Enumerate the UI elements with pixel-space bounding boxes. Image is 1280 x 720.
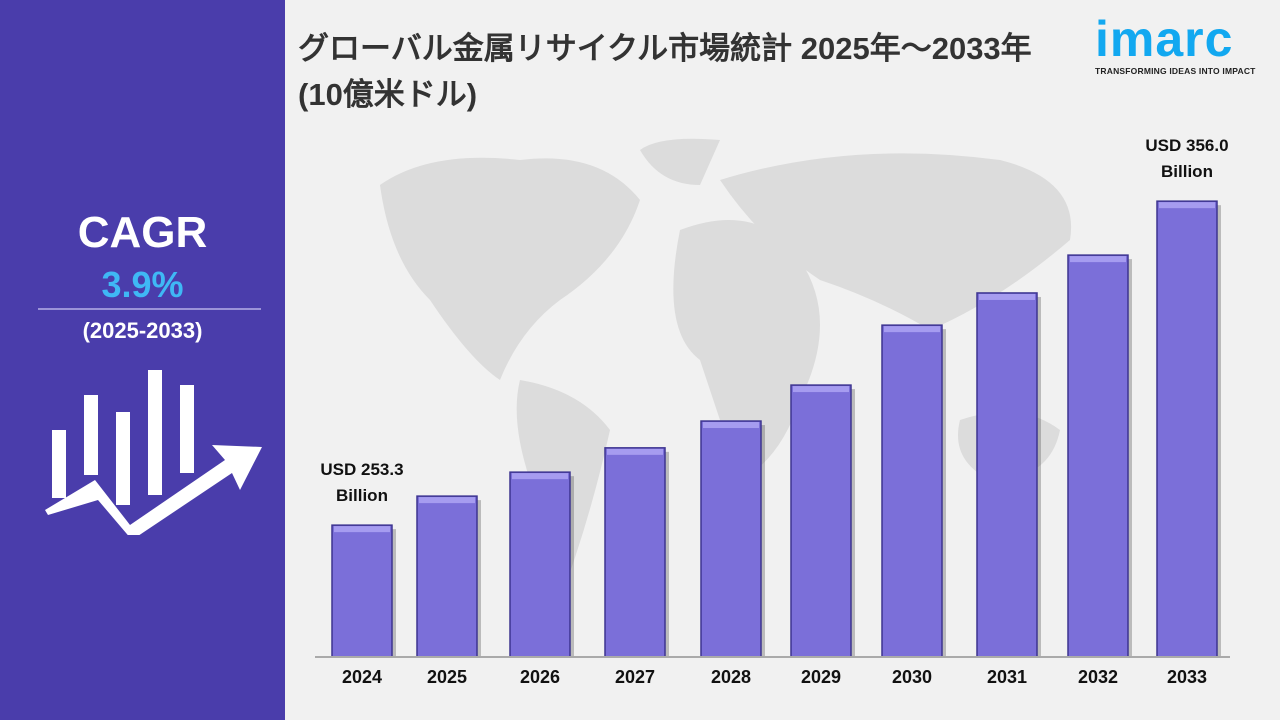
x-tick-label: 2031 (987, 667, 1027, 687)
cagr-panel: CAGR 3.9% (2025-2033) (0, 0, 285, 720)
bar-2027 (604, 447, 666, 658)
bar-highlight (1070, 256, 1126, 263)
bar-highlight (419, 497, 475, 504)
bar-highlight (703, 422, 759, 429)
x-tick-label: 2027 (615, 667, 655, 687)
bar-highlight (793, 386, 849, 393)
growth-chart-icon (45, 370, 262, 535)
bar-2031 (976, 292, 1038, 658)
x-tick-label: 2028 (711, 667, 751, 687)
bar-highlight (334, 526, 390, 533)
chart-title: グローバル金属リサイクル市場統計 2025年～2033年 (10億米ドル) (298, 31, 1032, 112)
data-label-value: USD 253.3 (320, 460, 403, 479)
cagr-value: 3.9% (101, 264, 184, 305)
x-tick-label: 2033 (1167, 667, 1207, 687)
divider (38, 308, 261, 310)
cagr-period: (2025-2033) (82, 318, 203, 343)
bar-2033 (1156, 200, 1218, 658)
logo-wordmark: imarc (1095, 11, 1234, 67)
bar-highlight (607, 448, 663, 455)
cagr-label: CAGR (77, 208, 208, 257)
bar-2032 (1067, 254, 1129, 658)
x-tick-label: 2026 (520, 667, 560, 687)
imarc-logo: imarc TRANSFORMING IDEAS INTO IMPACT (1095, 12, 1265, 76)
x-tick-label: 2025 (427, 667, 467, 687)
data-label-unit: Billion (336, 486, 388, 505)
logo-tagline: TRANSFORMING IDEAS INTO IMPACT (1095, 66, 1256, 76)
data-label-unit: Billion (1161, 162, 1213, 181)
bar-highlight (1159, 202, 1215, 209)
data-label-value: USD 356.0 (1145, 136, 1228, 155)
bar-2025 (416, 495, 478, 658)
x-tick-label: 2030 (892, 667, 932, 687)
bar-highlight (512, 473, 568, 480)
bar-2028 (700, 420, 762, 658)
bar-2029 (790, 384, 852, 658)
bar-2030 (881, 324, 943, 658)
x-tick-label: 2029 (801, 667, 841, 687)
x-tick-label: 2032 (1078, 667, 1118, 687)
bar-2024 (331, 524, 393, 658)
x-tick-label: 2024 (342, 667, 382, 687)
bar-highlight (884, 326, 940, 333)
bar-2026 (509, 471, 571, 658)
bar-highlight (979, 293, 1035, 300)
